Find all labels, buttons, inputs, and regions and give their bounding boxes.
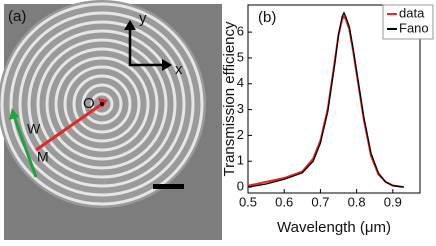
ring	[9, 11, 195, 197]
legend-box	[382, 4, 434, 40]
arrowhead	[162, 59, 172, 71]
x-tick-label: 0.8	[348, 194, 366, 209]
ring	[18, 20, 186, 188]
legend-label: Fano	[399, 20, 429, 35]
y-tick-label: 2	[237, 127, 244, 142]
ring	[27, 29, 177, 179]
scale-bar	[153, 184, 184, 189]
x-axis-label: Wavelength (μm)	[277, 219, 391, 236]
x-tick-label: 0.5	[239, 194, 257, 209]
ring	[81, 83, 123, 125]
point-label: M	[37, 149, 49, 165]
legend-label: data	[399, 5, 425, 20]
panel-b: 0.5 0.6 0.7 0.8 0.9 0 1 2 3 4 5 6 Wavelength (μm) Tra…	[221, 4, 434, 236]
axis-label: y	[139, 10, 147, 27]
series-line	[247, 11, 404, 188]
arrowhead	[9, 108, 19, 120]
origin-dot	[100, 102, 104, 106]
y-tick-label: 4	[237, 75, 244, 90]
y-tick-label: 6	[237, 24, 244, 39]
ring	[45, 47, 159, 161]
ring	[54, 56, 150, 152]
ring	[72, 74, 132, 134]
y-tick-label: 3	[237, 101, 244, 116]
x-tick-label: 0.6	[275, 194, 293, 209]
y-axis-label: Transmission efficiency	[221, 21, 238, 177]
panel-label: (a)	[8, 8, 26, 25]
y-tick-label: 0	[237, 178, 244, 193]
ring	[63, 65, 141, 143]
series-line	[247, 14, 404, 189]
arrowhead	[124, 20, 136, 30]
x-tick-label: 0.9	[384, 194, 402, 209]
ring	[0, 2, 204, 206]
y-tick-label: 5	[237, 49, 244, 64]
axis-label: x	[175, 61, 183, 78]
x-tick-label: 0.7	[311, 194, 329, 209]
panel-label: (b)	[258, 9, 276, 26]
ring	[90, 92, 114, 116]
green-line	[12, 115, 38, 178]
width-label: W	[27, 121, 41, 137]
origin-label: O	[83, 95, 95, 112]
red-arrow	[35, 102, 103, 152]
y-tick-label: 1	[237, 153, 244, 168]
ring	[36, 38, 168, 170]
plot-frame	[247, 4, 421, 194]
panel-a: (a) y x O W M	[0, 0, 222, 240]
